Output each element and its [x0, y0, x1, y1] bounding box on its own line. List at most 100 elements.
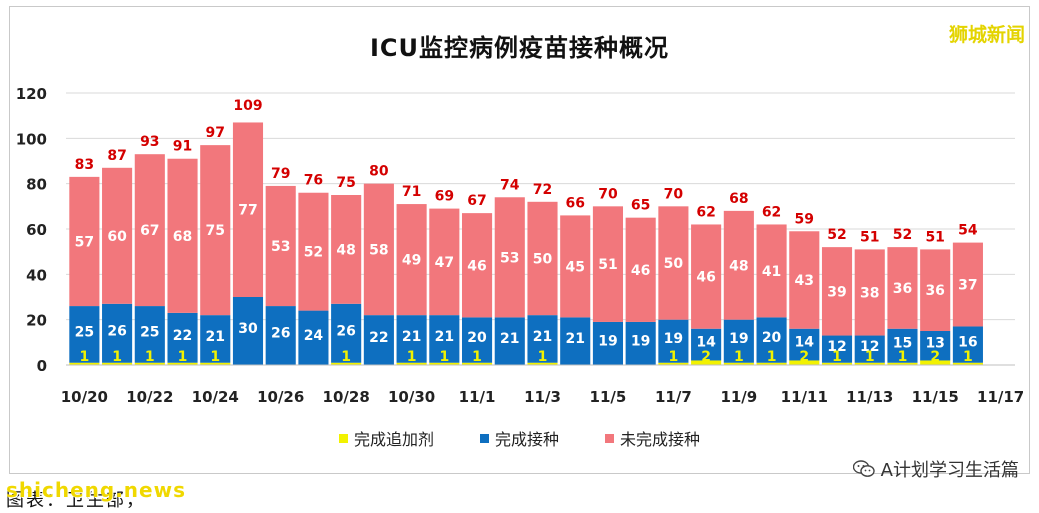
data-label-vaccinated: 14 — [795, 335, 815, 351]
data-label-total: 80 — [369, 164, 389, 180]
data-label-total: 75 — [336, 175, 355, 191]
data-label-vaccinated: 12 — [860, 339, 879, 355]
bar-unvaccinated — [298, 192, 329, 311]
bar-vaccinated — [167, 312, 198, 363]
data-label-booster: 1 — [341, 349, 351, 365]
data-label-booster: 1 — [472, 349, 482, 365]
bar-booster — [461, 362, 493, 365]
footer-source: 图表：卫生部， — [6, 490, 146, 511]
data-label-unvaccinated: 77 — [238, 203, 257, 219]
data-label-vaccinated: 21 — [402, 329, 421, 345]
x-tick-label: 11/7 — [655, 388, 692, 406]
data-label-total: 76 — [304, 173, 323, 189]
data-label-total: 83 — [75, 157, 94, 173]
data-label-vaccinated: 26 — [336, 323, 355, 339]
bar-booster — [723, 362, 754, 365]
data-label-unvaccinated: 53 — [271, 239, 290, 255]
data-label-vaccinated: 30 — [238, 321, 258, 337]
data-label-total: 54 — [958, 223, 978, 239]
legend-label-booster: 完成追加剂 — [353, 430, 434, 449]
bar-unvaccinated — [134, 154, 165, 307]
bar-unvaccinated — [200, 145, 231, 316]
data-label-unvaccinated: 75 — [206, 223, 225, 239]
data-label-vaccinated: 25 — [140, 324, 159, 340]
data-label-booster: 2 — [799, 349, 809, 365]
data-label-vaccinated: 26 — [271, 326, 290, 342]
data-label-booster: 2 — [701, 349, 711, 365]
x-tick-label: 10/24 — [192, 388, 239, 406]
bar-vaccinated — [331, 303, 362, 363]
bar-booster — [887, 362, 918, 365]
data-label-booster: 1 — [898, 349, 908, 365]
bar-vaccinated — [396, 315, 427, 363]
bar-vaccinated — [789, 328, 820, 361]
bar-booster — [102, 362, 133, 365]
bar-unvaccinated — [102, 167, 133, 304]
bar-unvaccinated — [560, 215, 591, 318]
data-label-vaccinated: 21 — [435, 329, 454, 345]
bar-booster — [658, 362, 689, 365]
data-label-booster: 1 — [669, 349, 679, 365]
data-label-unvaccinated: 43 — [795, 273, 814, 289]
data-label-unvaccinated: 46 — [696, 270, 715, 286]
wechat-icon — [852, 460, 875, 478]
x-tick-label: 11/9 — [720, 388, 757, 406]
brand-logo: 狮城新闻 — [948, 24, 1025, 46]
data-label-vaccinated: 24 — [304, 328, 324, 344]
x-tick-label: 11/1 — [459, 388, 496, 406]
data-label-unvaccinated: 50 — [664, 256, 684, 272]
data-label-total: 68 — [729, 191, 748, 207]
x-tick-label: 10/30 — [388, 388, 435, 406]
bar-booster — [167, 362, 198, 365]
bar-booster — [429, 362, 460, 365]
legend-label-vaccinated: 完成接种 — [494, 430, 559, 449]
bar-booster — [854, 362, 885, 365]
data-label-booster: 1 — [407, 349, 417, 365]
bar-unvaccinated — [396, 204, 427, 316]
data-label-unvaccinated: 38 — [860, 285, 879, 301]
bar-vaccinated — [363, 315, 394, 365]
data-label-unvaccinated: 68 — [173, 229, 192, 245]
data-label-booster: 1 — [79, 349, 89, 365]
bar-booster — [396, 362, 427, 365]
data-label-booster: 1 — [210, 349, 220, 365]
bar-vaccinated — [298, 310, 329, 365]
bar-vaccinated — [625, 321, 656, 365]
data-label-unvaccinated: 51 — [598, 257, 617, 273]
bar-booster — [920, 360, 951, 365]
y-tick-label: 0 — [37, 357, 47, 375]
bar-vaccinated — [232, 297, 264, 365]
legend-item-vaccinated: 完成接种 — [479, 426, 559, 450]
bar-unvaccinated — [756, 224, 787, 318]
legend-label-unvaccinated: 未完成接种 — [620, 430, 701, 449]
data-label-unvaccinated: 49 — [402, 253, 421, 269]
bar-vaccinated — [134, 306, 165, 363]
bar-vaccinated — [658, 319, 689, 363]
x-tick-label: 11/15 — [912, 388, 959, 406]
bar-booster — [69, 362, 100, 365]
data-label-total: 97 — [206, 125, 225, 141]
data-label-vaccinated: 19 — [598, 333, 617, 349]
bar-vaccinated — [952, 326, 983, 363]
bar-vaccinated — [723, 319, 754, 363]
data-label-booster: 1 — [963, 349, 973, 365]
x-tick-label: 10/20 — [61, 388, 108, 406]
data-label-vaccinated: 16 — [958, 335, 977, 351]
bar-vaccinated — [69, 306, 100, 363]
y-tick-label: 120 — [16, 85, 47, 103]
x-tick-label: 11/11 — [781, 388, 828, 406]
wechat-label: A计划学习生活篇 — [880, 460, 1019, 481]
data-label-total: 70 — [664, 186, 684, 202]
bar-unvaccinated — [854, 249, 885, 336]
x-tick-label: 10/28 — [323, 388, 370, 406]
bar-vaccinated — [821, 335, 853, 363]
data-label-total: 93 — [140, 134, 159, 150]
data-label-vaccinated: 14 — [696, 335, 716, 351]
bar-unvaccinated — [69, 176, 100, 307]
data-label-booster: 1 — [767, 349, 777, 365]
data-label-total: 52 — [893, 227, 912, 243]
bar-unvaccinated — [658, 206, 689, 320]
data-label-total: 67 — [467, 193, 486, 209]
bar-unvaccinated — [887, 247, 918, 329]
bar-booster — [691, 360, 722, 365]
